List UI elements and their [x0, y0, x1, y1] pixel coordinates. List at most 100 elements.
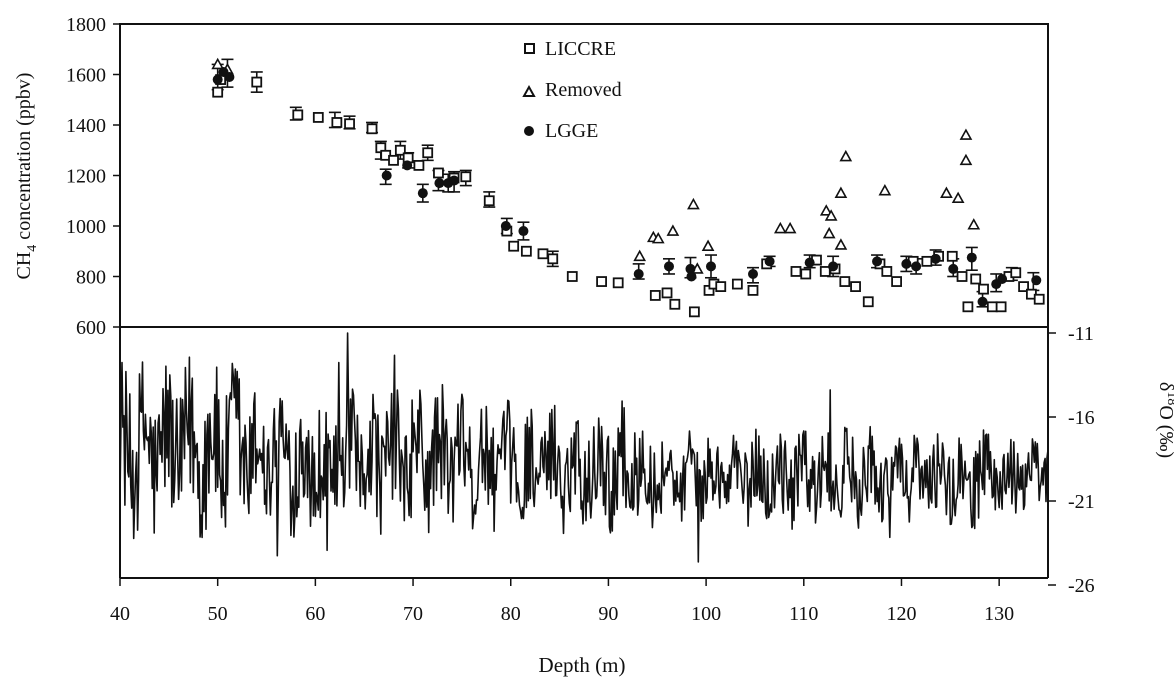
liccre-point-27: [649, 290, 661, 301]
lgge-point-29: [1031, 275, 1042, 286]
legend-marker-lgge: [524, 126, 534, 136]
liccre-point-23: [547, 253, 559, 265]
lgge-point-13: [685, 263, 696, 274]
y-tick-label-800: 800: [76, 267, 106, 289]
x-tick-label-60: 60: [305, 603, 325, 625]
y-tick-label-1600: 1600: [66, 65, 106, 87]
lgge-point-16: [747, 268, 758, 279]
removed-point-4: [651, 231, 665, 244]
liccre-point-51: [946, 250, 958, 262]
liccre-point-5: [331, 117, 343, 128]
methane-plot-frame: [119, 23, 1049, 328]
lgge-point-8: [449, 175, 460, 186]
liccre-point-28: [661, 287, 673, 299]
x-tick-label-40: 40: [110, 603, 130, 625]
lgge-point-25: [966, 252, 977, 263]
x-tick-label-110: 110: [789, 603, 818, 625]
removed-point-20: [822, 226, 836, 239]
liccre-point-44: [862, 296, 874, 308]
liccre-point-22: [537, 248, 549, 260]
liccre-point-38: [800, 268, 812, 280]
legend-marker-liccre: [524, 43, 535, 54]
removed-point-16: [951, 191, 965, 204]
y-axis-title-isotope-base: δ: [1155, 382, 1174, 391]
x-tick-label-130: 130: [984, 603, 1014, 625]
isotope-panel: [119, 332, 1049, 563]
liccre-point-56: [986, 301, 998, 313]
liccre-point-11: [394, 144, 406, 156]
lgge-point-26: [977, 296, 988, 307]
lgge-point-21: [901, 258, 912, 269]
lgge-point-23: [930, 253, 941, 264]
removed-point-18: [959, 153, 973, 166]
legend: LICCRE Removed LGGE: [522, 38, 622, 142]
removed-point-21: [834, 238, 848, 250]
iso-tick-label--11: -11: [1068, 323, 1094, 345]
lgge-point-5: [417, 188, 428, 199]
liccre-point-13: [413, 159, 425, 171]
y-tick-label-1200: 1200: [66, 166, 106, 188]
liccre-point-62: [1033, 293, 1045, 305]
y-axis-title-methane: CH4 concentration (ppbv): [13, 73, 40, 280]
liccre-point-18: [483, 195, 495, 207]
y-tick-label-600: 600: [76, 317, 106, 339]
lgge-point-24: [948, 263, 959, 274]
x-tick-label-120: 120: [886, 603, 916, 625]
removed-point-8: [773, 221, 787, 234]
liccre-point-55: [978, 283, 989, 295]
legend-label-removed: Removed: [545, 79, 622, 101]
legend-marker-removed: [522, 84, 536, 97]
liccre-point-46: [881, 266, 893, 277]
lgge-point-20: [872, 256, 883, 267]
liccre-point-2: [251, 76, 263, 88]
liccre-point-60: [1018, 281, 1029, 293]
liccre-point-25: [596, 276, 607, 287]
liccre-point-14: [422, 147, 434, 159]
liccre-point-21: [520, 245, 532, 257]
x-tick-label-100: 100: [691, 603, 721, 625]
liccre-point-52: [956, 271, 968, 282]
removed-point-17: [959, 128, 973, 140]
y-axis-title-isotope-sup: 18: [1164, 391, 1174, 405]
y-tick-label-1000: 1000: [66, 216, 106, 238]
removed-point-19: [967, 218, 981, 230]
liccre-point-15: [433, 167, 444, 179]
lgge-point-15: [705, 261, 716, 272]
liccre-point-20: [508, 240, 520, 252]
liccre-point-17: [460, 171, 472, 183]
liccre-point-0: [212, 86, 224, 98]
liccre-point-53: [962, 301, 974, 313]
liccre-point-42: [839, 276, 851, 287]
x-axis-title: Depth (m): [539, 653, 626, 677]
lgge-point-17: [764, 256, 775, 267]
liccre-point-30: [688, 306, 700, 318]
lgge-point-14: [686, 271, 697, 282]
iso-tick-label--21: -21: [1068, 491, 1095, 513]
liccre-point-3: [292, 109, 304, 121]
liccre-point-35: [747, 284, 759, 296]
removed-point-7: [701, 239, 715, 251]
liccre-point-4: [312, 112, 324, 123]
x-tick-label-70: 70: [403, 603, 423, 625]
liccre-point-24: [566, 271, 578, 282]
iso-tick-label--26: -26: [1068, 575, 1095, 597]
isotope-series-line: [119, 332, 1049, 563]
removed-point-5: [666, 224, 680, 236]
liccre-point-6: [344, 118, 355, 130]
removed-point-13: [839, 149, 853, 162]
liccre-point-7: [366, 123, 378, 135]
lgge-point-11: [633, 268, 644, 279]
liccre-point-37: [790, 266, 802, 277]
liccre-point-33: [715, 281, 727, 293]
legend-label-liccre: LICCRE: [545, 38, 616, 60]
liccre-point-57: [995, 301, 1007, 313]
lgge-point-6: [434, 178, 445, 189]
liccre-point-10: [388, 154, 399, 166]
removed-point-10: [819, 204, 833, 216]
legend-label-lgge: LGGE: [545, 120, 598, 142]
removed-point-0: [211, 57, 225, 70]
lgge-point-12: [663, 261, 674, 272]
y-axis-title-prefix: CH: [13, 252, 35, 280]
lgge-point-10: [518, 226, 529, 237]
